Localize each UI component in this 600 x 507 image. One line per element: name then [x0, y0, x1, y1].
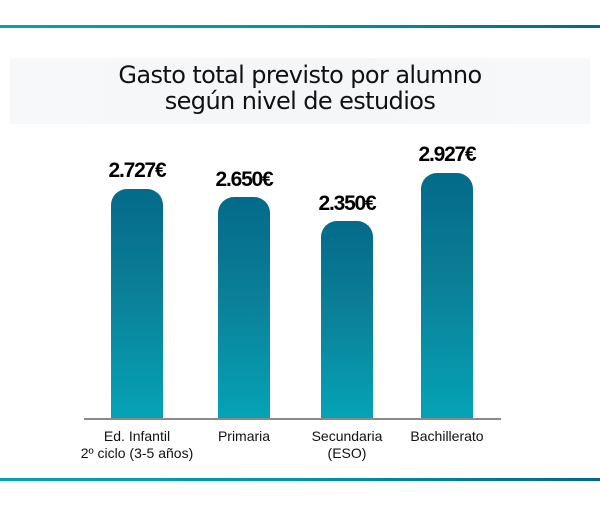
value-label: 2.727€ [108, 159, 166, 182]
chart-title-line-2: según nivel de estudios [164, 87, 436, 115]
value-label: 2.927€ [418, 143, 476, 166]
bottom-divider [0, 478, 600, 481]
bar-ed-infantil [111, 189, 163, 419]
category-label: Bachillerato [410, 428, 484, 444]
value-label: 2.350€ [318, 192, 376, 215]
category-label: Ed. Infantil 2º ciclo (3-5 años) [80, 428, 194, 461]
value-label: 2.650€ [215, 168, 273, 191]
category-label: Secundaria (ESO) [311, 428, 383, 461]
chart-title-line-1: Gasto total previsto por alumno [118, 61, 482, 89]
chart-title: Gasto total previsto por alumno según ni… [0, 62, 600, 114]
bar-primaria [218, 197, 270, 419]
x-axis-line [84, 418, 501, 420]
title-background [10, 58, 590, 124]
bar-bachillerato [421, 173, 473, 419]
category-label: Primaria [217, 428, 271, 444]
bar-secundaria [321, 221, 373, 419]
top-divider [0, 25, 600, 28]
